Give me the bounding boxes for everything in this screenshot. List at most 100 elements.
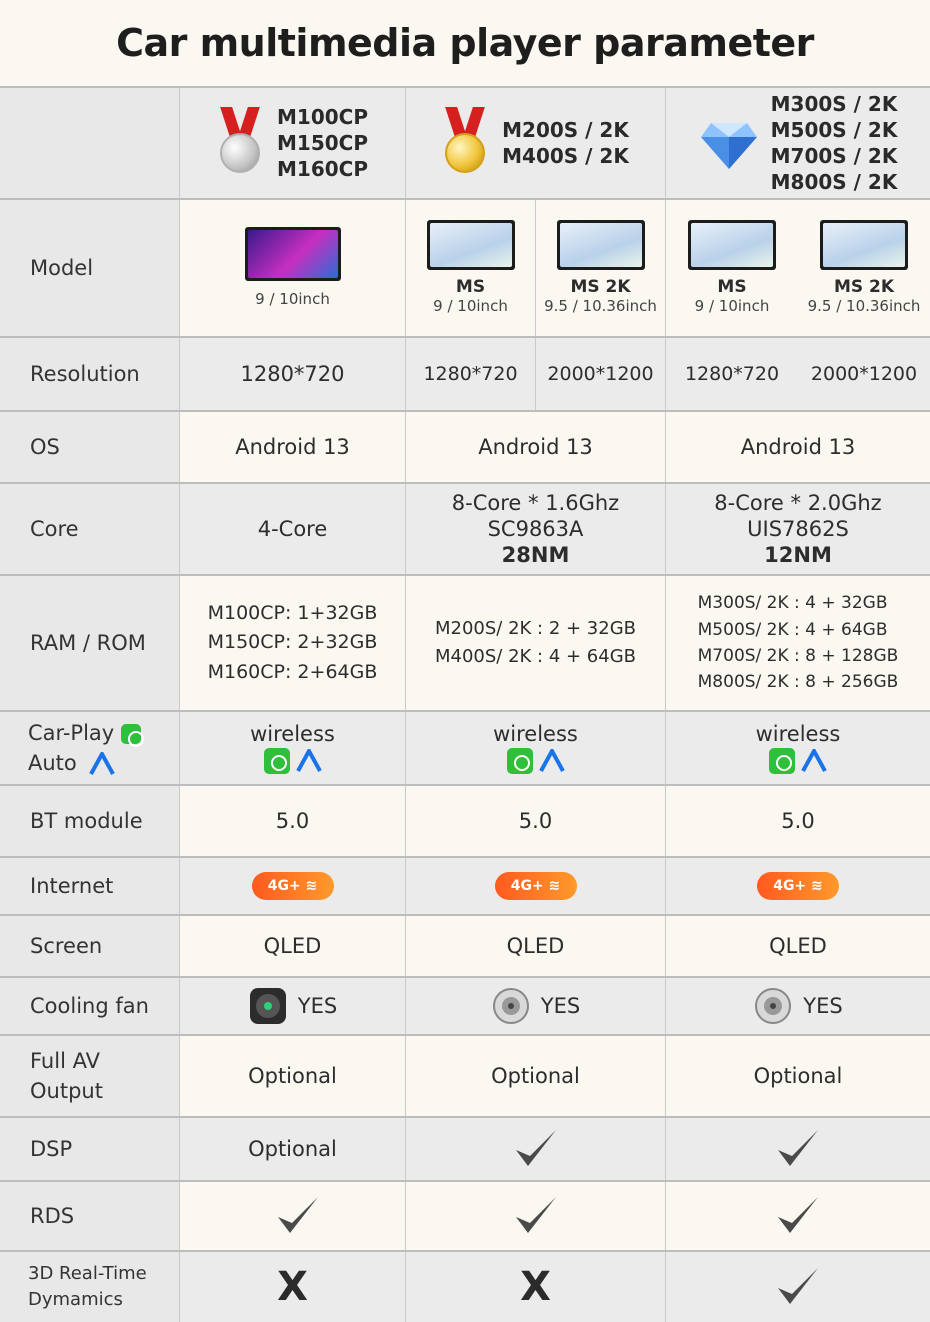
rds-col2 xyxy=(406,1182,666,1250)
head-unit-image xyxy=(244,226,341,281)
model-size: 9 / 10inch xyxy=(255,289,330,308)
model-name: MS xyxy=(717,276,747,297)
head-unit-image xyxy=(556,219,645,270)
ram-col1: M100CP: 1+32GB M150CP: 2+32GB M160CP: 2+… xyxy=(180,576,406,710)
internet-col3: 4G+ ≋ xyxy=(666,858,930,914)
rds-label: RDS xyxy=(0,1182,180,1250)
cross-icon: X xyxy=(520,1264,551,1310)
diamond-icon xyxy=(700,123,757,169)
rds-col1 xyxy=(180,1182,406,1250)
model-size: 9 / 10inch xyxy=(433,297,508,316)
core-col2: 8-Core * 1.6Ghz SC9863A 28NM xyxy=(406,484,666,574)
ram-col3: M300S/ 2K : 4 + 32GB M500S/ 2K : 4 + 64G… xyxy=(697,593,899,693)
model-col2b: MS 2K 9.5 / 10.36inch xyxy=(536,200,666,336)
internet-col1: 4G+ ≋ xyxy=(180,858,406,914)
cooling-fan-icon xyxy=(755,988,792,1024)
carplay-icon xyxy=(120,723,144,747)
resolution-col2b: 2000*1200 xyxy=(536,338,666,410)
internet-row: Internet 4G+ ≋ 4G+ ≋ 4G+ ≋ xyxy=(0,856,930,914)
os-col3: Android 13 xyxy=(740,435,856,459)
carplay-row: Car-Play Auto wireless wireless wireless xyxy=(0,710,930,784)
screen-col2: QLED xyxy=(406,916,666,976)
wifi-icon: ≋ xyxy=(548,878,561,894)
bt-row: BT module 5.0 5.0 5.0 xyxy=(0,784,930,856)
screen-col1: QLED xyxy=(180,916,406,976)
carplay-icon xyxy=(769,748,795,774)
resolution-label: Resolution xyxy=(0,338,180,410)
resolution-col1: 1280*720 xyxy=(180,338,406,410)
model-name: MS xyxy=(455,276,486,297)
cooling-col3: YES xyxy=(666,978,930,1034)
resolution-col3b: 2000*1200 xyxy=(810,363,918,385)
dynamics-col2: X xyxy=(406,1252,666,1322)
av-col3: Optional xyxy=(753,1064,843,1088)
carplay-col2: wireless xyxy=(406,712,666,784)
dsp-label: DSP xyxy=(0,1118,180,1180)
core-label: Core xyxy=(0,484,180,574)
rds-col3 xyxy=(666,1182,930,1250)
os-col1: Android 13 xyxy=(180,412,406,482)
checkmark-icon xyxy=(277,1197,318,1233)
android-auto-icon xyxy=(295,749,322,772)
cooling-label: Cooling fan xyxy=(0,978,180,1034)
cooling-fan-icon xyxy=(249,988,286,1024)
4g-wifi-badge: 4G+ ≋ xyxy=(251,872,334,900)
carplay-icon xyxy=(263,748,290,774)
ram-col2: M200S/ 2K : 2 + 32GB M400S/ 2K : 4 + 64G… xyxy=(406,576,666,710)
ram-label: RAM / ROM xyxy=(0,576,180,710)
header-col1: M100CP M150CP M160CP xyxy=(180,88,406,198)
model-name: MS 2K xyxy=(570,276,631,297)
header-row: M100CP M150CP M160CP M200S / 2K M400S / … xyxy=(0,86,930,198)
model-col1: 9 / 10inch xyxy=(180,200,406,336)
screen-label: Screen xyxy=(0,916,180,976)
wifi-icon: ≋ xyxy=(305,878,318,894)
cooling-row: Cooling fan YES YES YES xyxy=(0,976,930,1034)
android-auto-icon xyxy=(538,749,565,772)
resolution-col3a: 1280*720 xyxy=(684,363,780,385)
wifi-icon: ≋ xyxy=(811,878,823,894)
checkmark-icon xyxy=(515,1197,556,1233)
dsp-col2 xyxy=(406,1118,666,1180)
carplay-label: Car-Play Auto xyxy=(0,712,180,784)
checkmark-icon xyxy=(515,1130,556,1166)
model-col3a: MS 9 / 10inch xyxy=(666,200,798,336)
head-unit-image xyxy=(688,219,776,270)
col3-model-list: M300S / 2K M500S / 2K M700S / 2K M800S /… xyxy=(770,92,898,194)
dsp-col1: Optional xyxy=(180,1118,406,1180)
model-col3b: MS 2K 9.5 / 10.36inch xyxy=(798,200,930,336)
gold-medal-icon xyxy=(442,107,488,179)
bt-col2: 5.0 xyxy=(406,786,666,856)
cross-icon: X xyxy=(277,1264,308,1310)
core-col1: 4-Core xyxy=(180,484,406,574)
model-size: 9.5 / 10.36inch xyxy=(544,297,657,316)
col1-model-list: M100CP M150CP M160CP xyxy=(277,105,368,181)
dynamics-label: 3D Real-Time Dymamics xyxy=(0,1252,180,1322)
av-label: Full AV Output xyxy=(0,1036,180,1116)
model-col2a: MS 9 / 10inch xyxy=(406,200,536,336)
cooling-col2: YES xyxy=(406,978,666,1034)
head-unit-image xyxy=(426,219,515,270)
bt-label: BT module xyxy=(0,786,180,856)
av-row: Full AV Output Optional Optional Optiona… xyxy=(0,1034,930,1116)
core-row: Core 4-Core 8-Core * 1.6Ghz SC9863A 28NM… xyxy=(0,482,930,574)
head-unit-image xyxy=(820,219,908,270)
android-auto-icon xyxy=(89,752,116,775)
header-label-empty xyxy=(0,88,180,198)
4g-wifi-badge: 4G+ ≋ xyxy=(757,872,839,900)
internet-label: Internet xyxy=(0,858,180,914)
model-size: 9 / 10inch xyxy=(694,297,770,316)
cooling-fan-icon xyxy=(492,988,529,1024)
carplay-icon xyxy=(506,748,533,774)
model-label: Model xyxy=(0,200,180,336)
resolution-col2a: 1280*720 xyxy=(406,338,536,410)
checkmark-icon xyxy=(778,1130,818,1166)
dynamics-col3 xyxy=(666,1252,930,1322)
dsp-row: DSP Optional xyxy=(0,1116,930,1180)
4g-wifi-badge: 4G+ ≋ xyxy=(494,872,577,900)
model-name: MS 2K xyxy=(833,276,895,297)
page-title: Car multimedia player parameter xyxy=(116,21,814,65)
col2-model-list: M200S / 2K M400S / 2K xyxy=(502,118,629,168)
os-label: OS xyxy=(0,412,180,482)
dynamics-row: 3D Real-Time Dymamics X X xyxy=(0,1250,930,1322)
model-row: Model 9 / 10inch MS 9 / 10inch MS 2K 9.5… xyxy=(0,198,930,336)
